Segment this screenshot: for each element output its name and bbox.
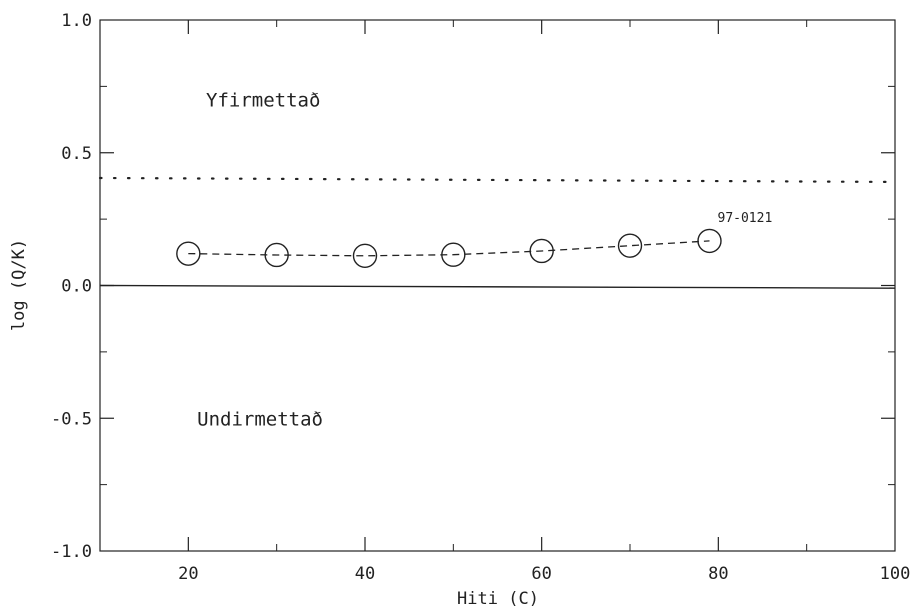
y-tick-label: -1.0 bbox=[51, 542, 92, 562]
y-axis-label: log (Q/K) bbox=[9, 239, 29, 331]
y-tick-label: 0.0 bbox=[61, 277, 92, 297]
x-axis-label: Hiti (C) bbox=[457, 589, 539, 609]
data-point bbox=[441, 242, 466, 267]
data-point bbox=[352, 243, 378, 268]
annotation-undersaturated: Undirmettað bbox=[197, 408, 323, 430]
series-layer: 97-0121 bbox=[176, 211, 773, 268]
series-line bbox=[188, 240, 710, 257]
y-tick-label: 1.0 bbox=[61, 11, 92, 31]
data-point bbox=[697, 228, 722, 254]
x-tick-label: 20 bbox=[178, 564, 198, 584]
annotations: Yfirmettað Undirmettað bbox=[197, 90, 323, 431]
series-label: 97-0121 bbox=[718, 211, 773, 226]
data-point bbox=[264, 242, 289, 268]
data-point bbox=[176, 241, 201, 266]
data-point bbox=[617, 233, 643, 258]
axis-ticks bbox=[100, 20, 895, 551]
x-tick-label: 60 bbox=[531, 564, 551, 584]
annotation-supersaturated: Yfirmettað bbox=[206, 90, 320, 112]
dotted-reference-line bbox=[98, 176, 897, 184]
data-point bbox=[529, 238, 554, 264]
reference-lines bbox=[98, 176, 897, 289]
y-tick-label: -0.5 bbox=[51, 409, 92, 429]
tick-labels: 20 40 60 80 100 -1.0 -0.5 0.0 0.5 1.0 bbox=[51, 11, 910, 584]
y-tick-label: 0.5 bbox=[61, 144, 92, 164]
x-tick-label: 100 bbox=[880, 564, 911, 584]
x-tick-label: 80 bbox=[708, 564, 728, 584]
zero-reference-line bbox=[99, 284, 896, 289]
x-tick-label: 40 bbox=[355, 564, 375, 584]
